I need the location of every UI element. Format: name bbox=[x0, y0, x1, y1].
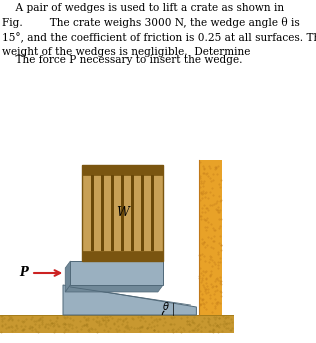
Bar bbox=[141, 175, 144, 251]
Polygon shape bbox=[65, 261, 70, 292]
Bar bbox=[91, 175, 94, 251]
Text: P: P bbox=[19, 267, 28, 280]
Circle shape bbox=[158, 168, 161, 172]
Bar bbox=[82, 165, 163, 261]
Bar bbox=[70, 261, 163, 285]
Text: W: W bbox=[116, 206, 129, 220]
Polygon shape bbox=[65, 285, 163, 292]
Bar bbox=[121, 175, 124, 251]
Bar bbox=[82, 165, 163, 175]
Bar bbox=[131, 175, 134, 251]
Circle shape bbox=[84, 254, 87, 258]
Text: The force P necessary to insert the wedge.: The force P necessary to insert the wedg… bbox=[2, 55, 243, 65]
Bar bbox=[82, 251, 163, 261]
Circle shape bbox=[158, 254, 161, 258]
Bar bbox=[199, 160, 222, 315]
Bar bbox=[101, 175, 104, 251]
Bar bbox=[151, 175, 154, 251]
Text: θ: θ bbox=[162, 302, 168, 312]
Bar bbox=[111, 175, 114, 251]
Bar bbox=[0, 315, 234, 333]
Polygon shape bbox=[63, 285, 197, 315]
Text: A pair of wedges is used to lift a crate as shown in
Fig.        The crate weigh: A pair of wedges is used to lift a crate… bbox=[2, 3, 316, 58]
Circle shape bbox=[84, 168, 87, 172]
